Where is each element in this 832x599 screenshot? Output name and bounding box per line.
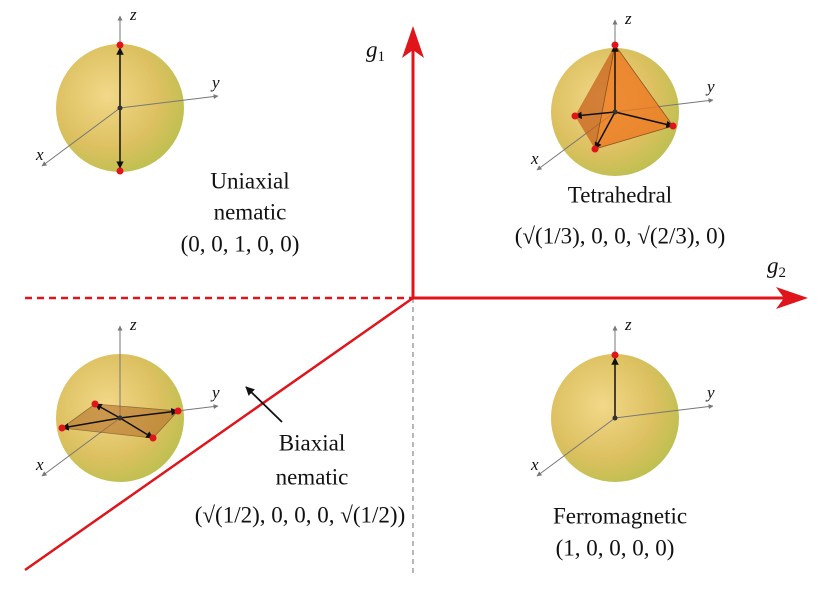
axis-label: z (129, 315, 137, 334)
sphere-axis (536, 417, 616, 477)
phase-name: Ferromagnetic (553, 503, 687, 528)
g2-label: g2 (767, 253, 786, 281)
arrow-head (776, 287, 808, 309)
point (611, 41, 619, 49)
phase-name: Uniaxial (210, 168, 289, 193)
sphere-group: z y x (530, 9, 715, 176)
boundary-line (24, 296, 414, 572)
point (669, 122, 677, 130)
phase-name: nematic (214, 199, 287, 224)
phase-coordinates: (√(1/2), 0, 0, 0, √(1/2)) (195, 502, 405, 527)
vector (614, 111, 674, 129)
spheres: z y x z y x z y x z y x (35, 5, 715, 482)
phase-name: nematic (276, 464, 349, 489)
axis-label: z (129, 5, 137, 24)
point (571, 112, 579, 120)
phase-coordinates: (0, 0, 1, 0, 0) (181, 231, 300, 256)
axis-label: x (530, 455, 539, 474)
vector (119, 417, 154, 439)
sphere-axis (41, 107, 121, 167)
origin (612, 109, 618, 115)
phase-coordinates: (√(1/3), 0, 0, √(2/3), 0) (515, 223, 725, 248)
g1-label: g1 (366, 37, 385, 65)
arrow-head (402, 26, 424, 58)
axis-label: x (35, 455, 44, 474)
tetrahedron (575, 45, 615, 149)
vector (594, 111, 616, 150)
point (149, 434, 157, 442)
point (116, 167, 124, 175)
point (174, 407, 182, 415)
axis-label: z (624, 315, 632, 334)
axis-label: x (530, 149, 539, 168)
axis-label: y (210, 73, 220, 92)
sphere-group: z y x (35, 5, 220, 175)
point (116, 41, 124, 49)
point (91, 400, 99, 408)
sphere-group: z y x (530, 315, 715, 482)
vector (61, 417, 121, 431)
vector (574, 111, 616, 120)
sphere-group: z y x (35, 315, 220, 482)
sphere-axis (614, 404, 714, 419)
sphere-axis (119, 94, 219, 109)
phase-name: Biaxial (279, 430, 345, 455)
axis-label: y (705, 383, 715, 402)
axis-label: x (35, 145, 44, 164)
vector (94, 403, 121, 419)
axis-label: z (624, 9, 632, 28)
origin (117, 105, 123, 111)
phase-name: Tetrahedral (568, 182, 672, 207)
origin (612, 415, 618, 421)
point (611, 351, 619, 359)
pointer-arrow (245, 386, 283, 423)
phase-coordinates: (1, 0, 0, 0, 0) (556, 535, 675, 560)
axis-label: y (705, 77, 715, 96)
point (591, 145, 599, 153)
point (58, 424, 66, 432)
axis-label: y (210, 383, 220, 402)
origin (117, 415, 123, 421)
vector (119, 408, 179, 419)
